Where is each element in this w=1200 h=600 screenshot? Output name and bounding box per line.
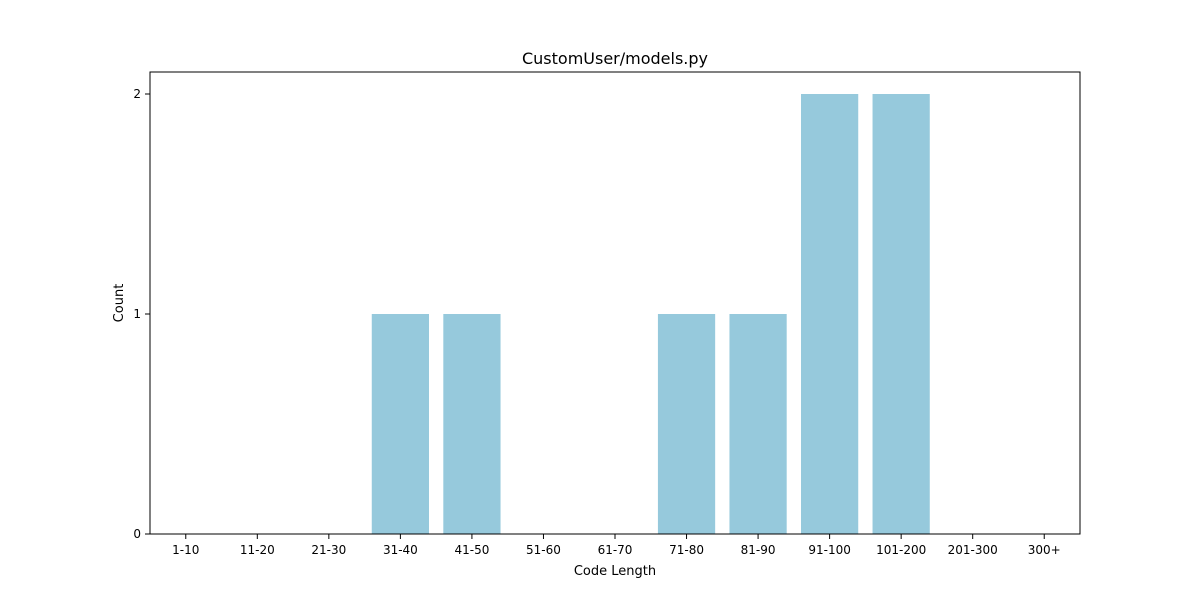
x-tick-label: 61-70	[598, 543, 633, 557]
y-tick-label: 0	[133, 527, 141, 541]
x-tick-label: 201-300	[948, 543, 998, 557]
x-tick-label: 1-10	[172, 543, 199, 557]
x-tick-label: 101-200	[876, 543, 926, 557]
y-ticks-group: 0 1 2	[133, 87, 150, 541]
x-tick-label: 11-20	[240, 543, 275, 557]
y-axis-label: Count	[112, 284, 127, 323]
bar-41-50	[443, 314, 501, 534]
bar-81-90	[729, 314, 787, 534]
y-tick-label: 2	[133, 87, 141, 101]
bars-group	[371, 94, 930, 534]
x-tick-label: 81-90	[741, 543, 776, 557]
bar-101-200	[872, 94, 930, 534]
x-tick-label: 31-40	[383, 543, 418, 557]
x-tick-label: 51-60	[526, 543, 561, 557]
y-tick-label: 1	[133, 307, 141, 321]
x-ticks-group: 1-10 11-20 21-30 31-40 41-50 51-60 61-70 71-80 8…	[172, 534, 1061, 557]
x-tick-label: 21-30	[311, 543, 346, 557]
bar-91-100	[801, 94, 859, 534]
x-tick-label: 71-80	[669, 543, 704, 557]
x-tick-label: 41-50	[454, 543, 489, 557]
plot-frame	[149, 71, 1081, 535]
bar-31-40	[371, 314, 429, 534]
bar-71-80	[657, 314, 716, 534]
x-tick-label: 300+	[1028, 543, 1061, 557]
x-tick-label: 91-100	[808, 543, 851, 557]
x-axis-label: Code Length	[574, 564, 656, 579]
chart-title: CustomUser/models.py	[522, 49, 708, 68]
